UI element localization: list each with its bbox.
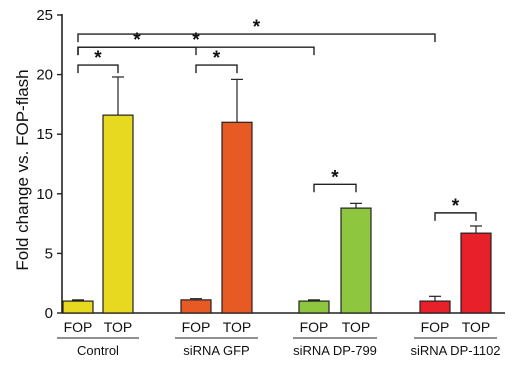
bar xyxy=(102,114,134,314)
bar-label: FOP xyxy=(182,319,211,335)
significance-bracket xyxy=(77,46,315,56)
bar xyxy=(298,300,330,314)
significance-bracket xyxy=(195,64,238,74)
significance-star: * xyxy=(133,30,141,51)
significance-bracket xyxy=(434,212,477,221)
significance-star: * xyxy=(253,17,261,38)
bar-label: FOP xyxy=(64,319,93,335)
bar-label: FOP xyxy=(300,319,329,335)
significance-bracket xyxy=(77,64,119,74)
bar xyxy=(340,207,372,314)
y-tick-label: 25 xyxy=(36,7,53,24)
bar xyxy=(419,300,451,314)
group-label: Control xyxy=(77,343,119,358)
bar-label: TOP xyxy=(462,319,491,335)
significance-star: * xyxy=(452,196,460,217)
group-label: siRNA GFP xyxy=(183,343,249,358)
significance-star: * xyxy=(213,48,221,69)
bar xyxy=(62,300,94,314)
y-tick-label: 20 xyxy=(36,67,53,84)
y-tick-label: 10 xyxy=(36,186,53,203)
significance-star: * xyxy=(192,30,200,51)
y-tick-label: 0 xyxy=(45,305,53,322)
bar-label: TOP xyxy=(104,319,133,335)
bar xyxy=(221,121,253,314)
group-label: siRNA DP-1102 xyxy=(410,343,500,358)
significance-star: * xyxy=(94,48,102,69)
bar xyxy=(460,232,492,314)
y-axis-title: Fold change vs. FOP-flash xyxy=(13,69,32,270)
bar-label: TOP xyxy=(223,319,252,335)
group-label: siRNA DP-799 xyxy=(293,343,377,358)
significance-bracket xyxy=(313,183,357,193)
significance-star: * xyxy=(331,167,339,188)
y-tick-label: 15 xyxy=(36,126,53,143)
bar xyxy=(180,299,212,314)
bar-label: FOP xyxy=(421,319,450,335)
bar-label: TOP xyxy=(342,319,371,335)
y-tick-label: 5 xyxy=(45,245,53,262)
significance-bracket xyxy=(77,33,436,43)
